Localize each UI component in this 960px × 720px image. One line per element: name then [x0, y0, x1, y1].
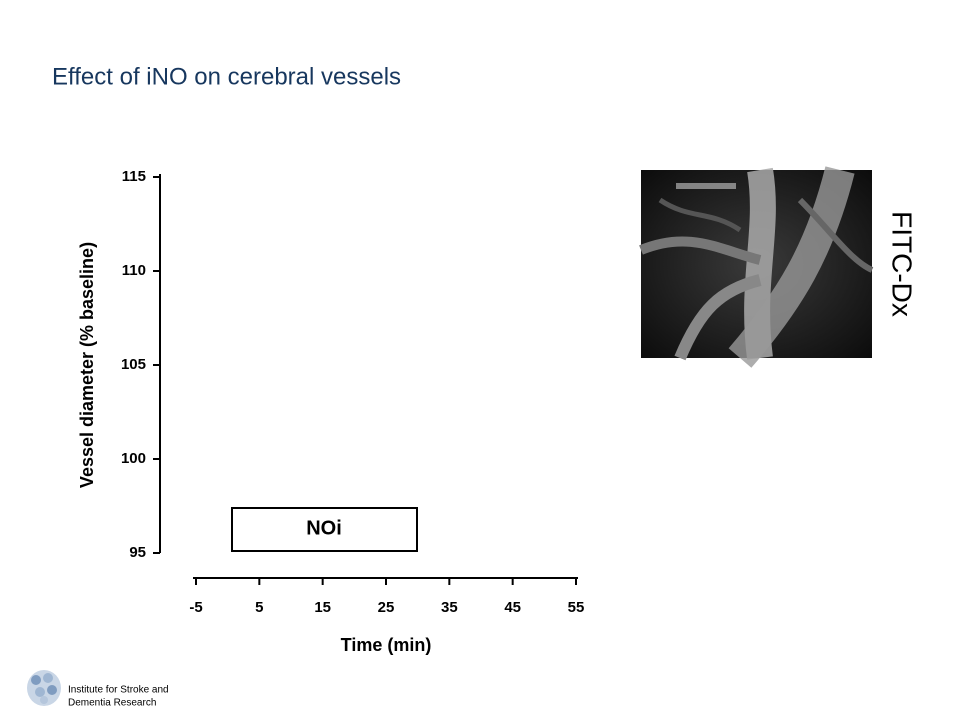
x-axis-label: Time (min) — [341, 635, 432, 655]
y-tick-label: 100 — [121, 450, 146, 467]
logo — [27, 670, 61, 706]
x-tick-label: 45 — [504, 599, 521, 616]
footer-line: Dementia Research — [68, 698, 156, 709]
y-tick-label: 115 — [122, 168, 146, 185]
y-tick-label: 105 — [121, 356, 146, 373]
x-tick-label: 5 — [255, 599, 263, 616]
y-axis-label: Vessel diameter (% baseline) — [77, 242, 97, 488]
microscopy-image — [639, 166, 874, 368]
footer-line: Institute for Stroke and — [68, 685, 169, 696]
x-tick-label: 55 — [568, 599, 585, 616]
slide-title: Effect of iNO on cerebral vessels — [52, 63, 401, 90]
annotation-box — [231, 507, 418, 552]
image-label: FITC-Dx — [887, 211, 918, 317]
x-tick-label: 25 — [378, 599, 395, 616]
x-tick-label: -5 — [189, 599, 202, 616]
y-tick-label: 110 — [122, 262, 146, 279]
annotation: NOi — [306, 517, 342, 539]
y-tick-label: 95 — [129, 544, 146, 561]
chart: Vessel diameter (% baseline) Time (min) … — [77, 168, 585, 655]
x-tick-label: 35 — [441, 599, 458, 616]
x-tick-label: 15 — [314, 599, 331, 616]
